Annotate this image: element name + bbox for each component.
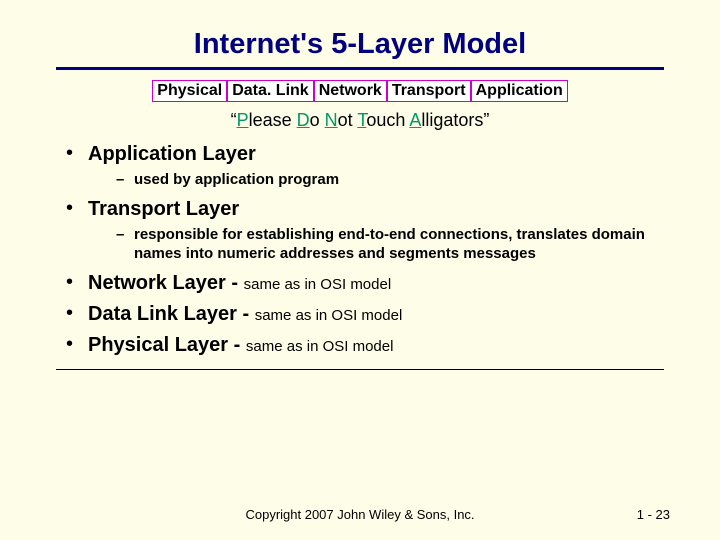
title-underline bbox=[56, 67, 664, 70]
bullet-heading: Physical Layer - bbox=[88, 334, 246, 356]
layer-cell: Transport bbox=[387, 80, 471, 102]
bullet-tail: same as in OSI model bbox=[244, 276, 392, 293]
copyright-text: Copyright 2007 John Wiley & Sons, Inc. bbox=[50, 507, 670, 522]
layer-cell: Physical bbox=[152, 80, 227, 102]
bullet-heading: Application Layer bbox=[88, 143, 256, 165]
layers-row: Physical Data. Link Network Transport Ap… bbox=[50, 80, 670, 102]
mnemonic-u: A bbox=[409, 110, 421, 130]
mnemonic-line: “Please Do Not Touch Alligators” bbox=[50, 110, 670, 131]
mnemonic-rest: lease bbox=[249, 110, 297, 130]
bullet-item: Data Link Layer - same as in OSI model bbox=[66, 303, 670, 326]
bullet-tail: same as in OSI model bbox=[255, 307, 403, 324]
bullet-tail: same as in OSI model bbox=[246, 338, 394, 355]
layer-cell: Data. Link bbox=[227, 80, 313, 102]
mnemonic-u: N bbox=[325, 110, 338, 130]
sub-item: responsible for establishing end-to-end … bbox=[116, 225, 670, 264]
mnemonic-u: P bbox=[237, 110, 249, 130]
bullet-heading: Data Link Layer - bbox=[88, 303, 255, 325]
bullet-item: Transport Layer responsible for establis… bbox=[66, 198, 670, 264]
mnemonic-suffix: ” bbox=[483, 110, 489, 130]
sub-list: responsible for establishing end-to-end … bbox=[88, 225, 670, 264]
bullet-heading: Transport Layer bbox=[88, 198, 239, 220]
bullet-list: Application Layer used by application pr… bbox=[50, 143, 670, 357]
layer-cell: Network bbox=[314, 80, 387, 102]
sub-list: used by application program bbox=[88, 170, 670, 190]
page-number: 1 - 23 bbox=[637, 507, 670, 522]
footer: Copyright 2007 John Wiley & Sons, Inc. 1… bbox=[0, 507, 720, 522]
slide-title: Internet's 5-Layer Model bbox=[50, 28, 670, 61]
mnemonic-rest: ot bbox=[338, 110, 358, 130]
footer-rule bbox=[56, 369, 664, 370]
bullet-item: Application Layer used by application pr… bbox=[66, 143, 670, 190]
mnemonic-rest: lligators bbox=[421, 110, 483, 130]
bullet-item: Physical Layer - same as in OSI model bbox=[66, 334, 670, 357]
mnemonic-rest: o bbox=[310, 110, 325, 130]
mnemonic-rest: ouch bbox=[366, 110, 409, 130]
mnemonic-u: D bbox=[297, 110, 310, 130]
bullet-item: Network Layer - same as in OSI model bbox=[66, 272, 670, 295]
bullet-heading: Network Layer - bbox=[88, 272, 244, 294]
mnemonic-u: T bbox=[357, 110, 366, 130]
layer-cell: Application bbox=[471, 80, 568, 102]
sub-item: used by application program bbox=[116, 170, 670, 190]
